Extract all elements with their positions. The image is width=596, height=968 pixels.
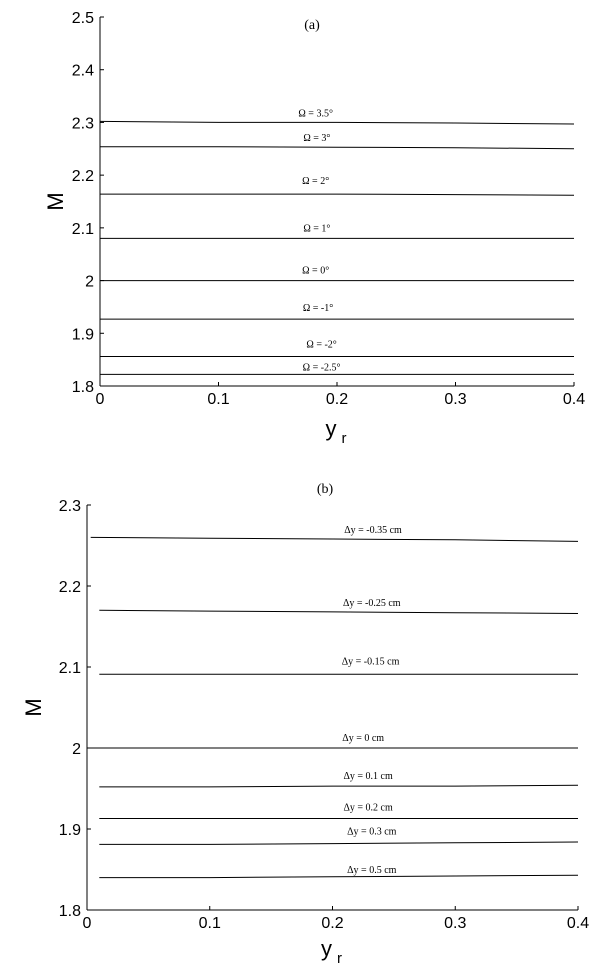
y-tick-label: 2 bbox=[85, 274, 94, 291]
y-tick-label: 1.8 bbox=[72, 379, 94, 396]
x-tick-label: 0.4 bbox=[567, 915, 589, 932]
series-label: Δy = 0.5 cm bbox=[347, 865, 397, 876]
series-line bbox=[99, 874, 579, 879]
series-line bbox=[99, 609, 579, 614]
y-tick-label: 2.5 bbox=[72, 10, 94, 27]
panel-label: (b) bbox=[317, 482, 334, 497]
x-axis-label-subscript: r bbox=[342, 430, 347, 447]
y-tick-label: 2.1 bbox=[72, 221, 94, 238]
series-line bbox=[90, 536, 579, 542]
series-label: Ω = -2.5° bbox=[303, 362, 341, 373]
series-label: Ω = 1° bbox=[303, 223, 330, 234]
series-label: Δy = -0.15 cm bbox=[342, 656, 400, 667]
series-label: Δy = -0.25 cm bbox=[343, 598, 401, 609]
series-label: Δy = 0.2 cm bbox=[343, 802, 393, 813]
y-tick-label: 2.3 bbox=[59, 498, 81, 515]
series-line bbox=[100, 146, 575, 150]
series-label: Ω = 2° bbox=[302, 176, 329, 187]
series-line bbox=[99, 841, 579, 845]
y-tick-label: 2.1 bbox=[59, 660, 81, 677]
series-line bbox=[99, 120, 575, 125]
y-tick-label: 2 bbox=[72, 741, 81, 758]
series-label: Δy = 0 cm bbox=[342, 733, 384, 744]
series-label: Δy = -0.35 cm bbox=[344, 525, 402, 536]
y-tick-label: 1.9 bbox=[59, 822, 81, 839]
chart-panel-b: 1.8 1.9 2 2.1 2.2 2.3 0 0.1 0.2 0.3 0.4 My r (b) Δy = … bbox=[21, 482, 589, 967]
chart-panel-a: 1.8 1.9 2 2.1 2.2 2.3 2.4 2.5 0 0.1 0.2 0.3 0.4 My r (a… bbox=[43, 10, 585, 447]
y-tick-label: 2.2 bbox=[72, 168, 94, 185]
x-tick-label: 0.3 bbox=[444, 391, 466, 408]
x-axis-label-subscript: r bbox=[337, 950, 342, 967]
series-line bbox=[99, 784, 579, 788]
x-axis-label: y bbox=[326, 416, 337, 441]
x-tick-label: 0 bbox=[83, 915, 92, 932]
y-tick-label: 2.4 bbox=[72, 63, 94, 80]
series-label: Ω = 3° bbox=[303, 133, 330, 144]
series-label: Ω = -1° bbox=[303, 303, 333, 314]
y-tick-label: 2.2 bbox=[59, 579, 81, 596]
x-axis-label: y bbox=[321, 936, 332, 961]
series-label: Ω = 3.5° bbox=[298, 108, 333, 119]
series-line bbox=[100, 193, 575, 196]
x-tick-label: 0.4 bbox=[563, 391, 585, 408]
panel-label: (a) bbox=[304, 18, 320, 33]
x-tick-label: 0.3 bbox=[444, 915, 466, 932]
series-label: Ω = 0° bbox=[302, 266, 329, 277]
x-tick-label: 0.2 bbox=[326, 391, 348, 408]
y-tick-label: 1.8 bbox=[59, 903, 81, 920]
series-label: Δy = 0.3 cm bbox=[347, 827, 397, 838]
series-label: Δy = 0.1 cm bbox=[343, 771, 393, 782]
y-tick-label: 1.9 bbox=[72, 326, 94, 343]
x-tick-label: 0.2 bbox=[321, 915, 343, 932]
y-axis-label: M bbox=[21, 698, 46, 716]
x-tick-label: 0.1 bbox=[207, 391, 229, 408]
series-label: Ω = -2° bbox=[306, 339, 336, 350]
y-tick-label: 2.3 bbox=[72, 115, 94, 132]
x-tick-label: 0.1 bbox=[199, 915, 221, 932]
x-tick-label: 0 bbox=[96, 391, 105, 408]
y-axis-label: M bbox=[43, 192, 68, 210]
